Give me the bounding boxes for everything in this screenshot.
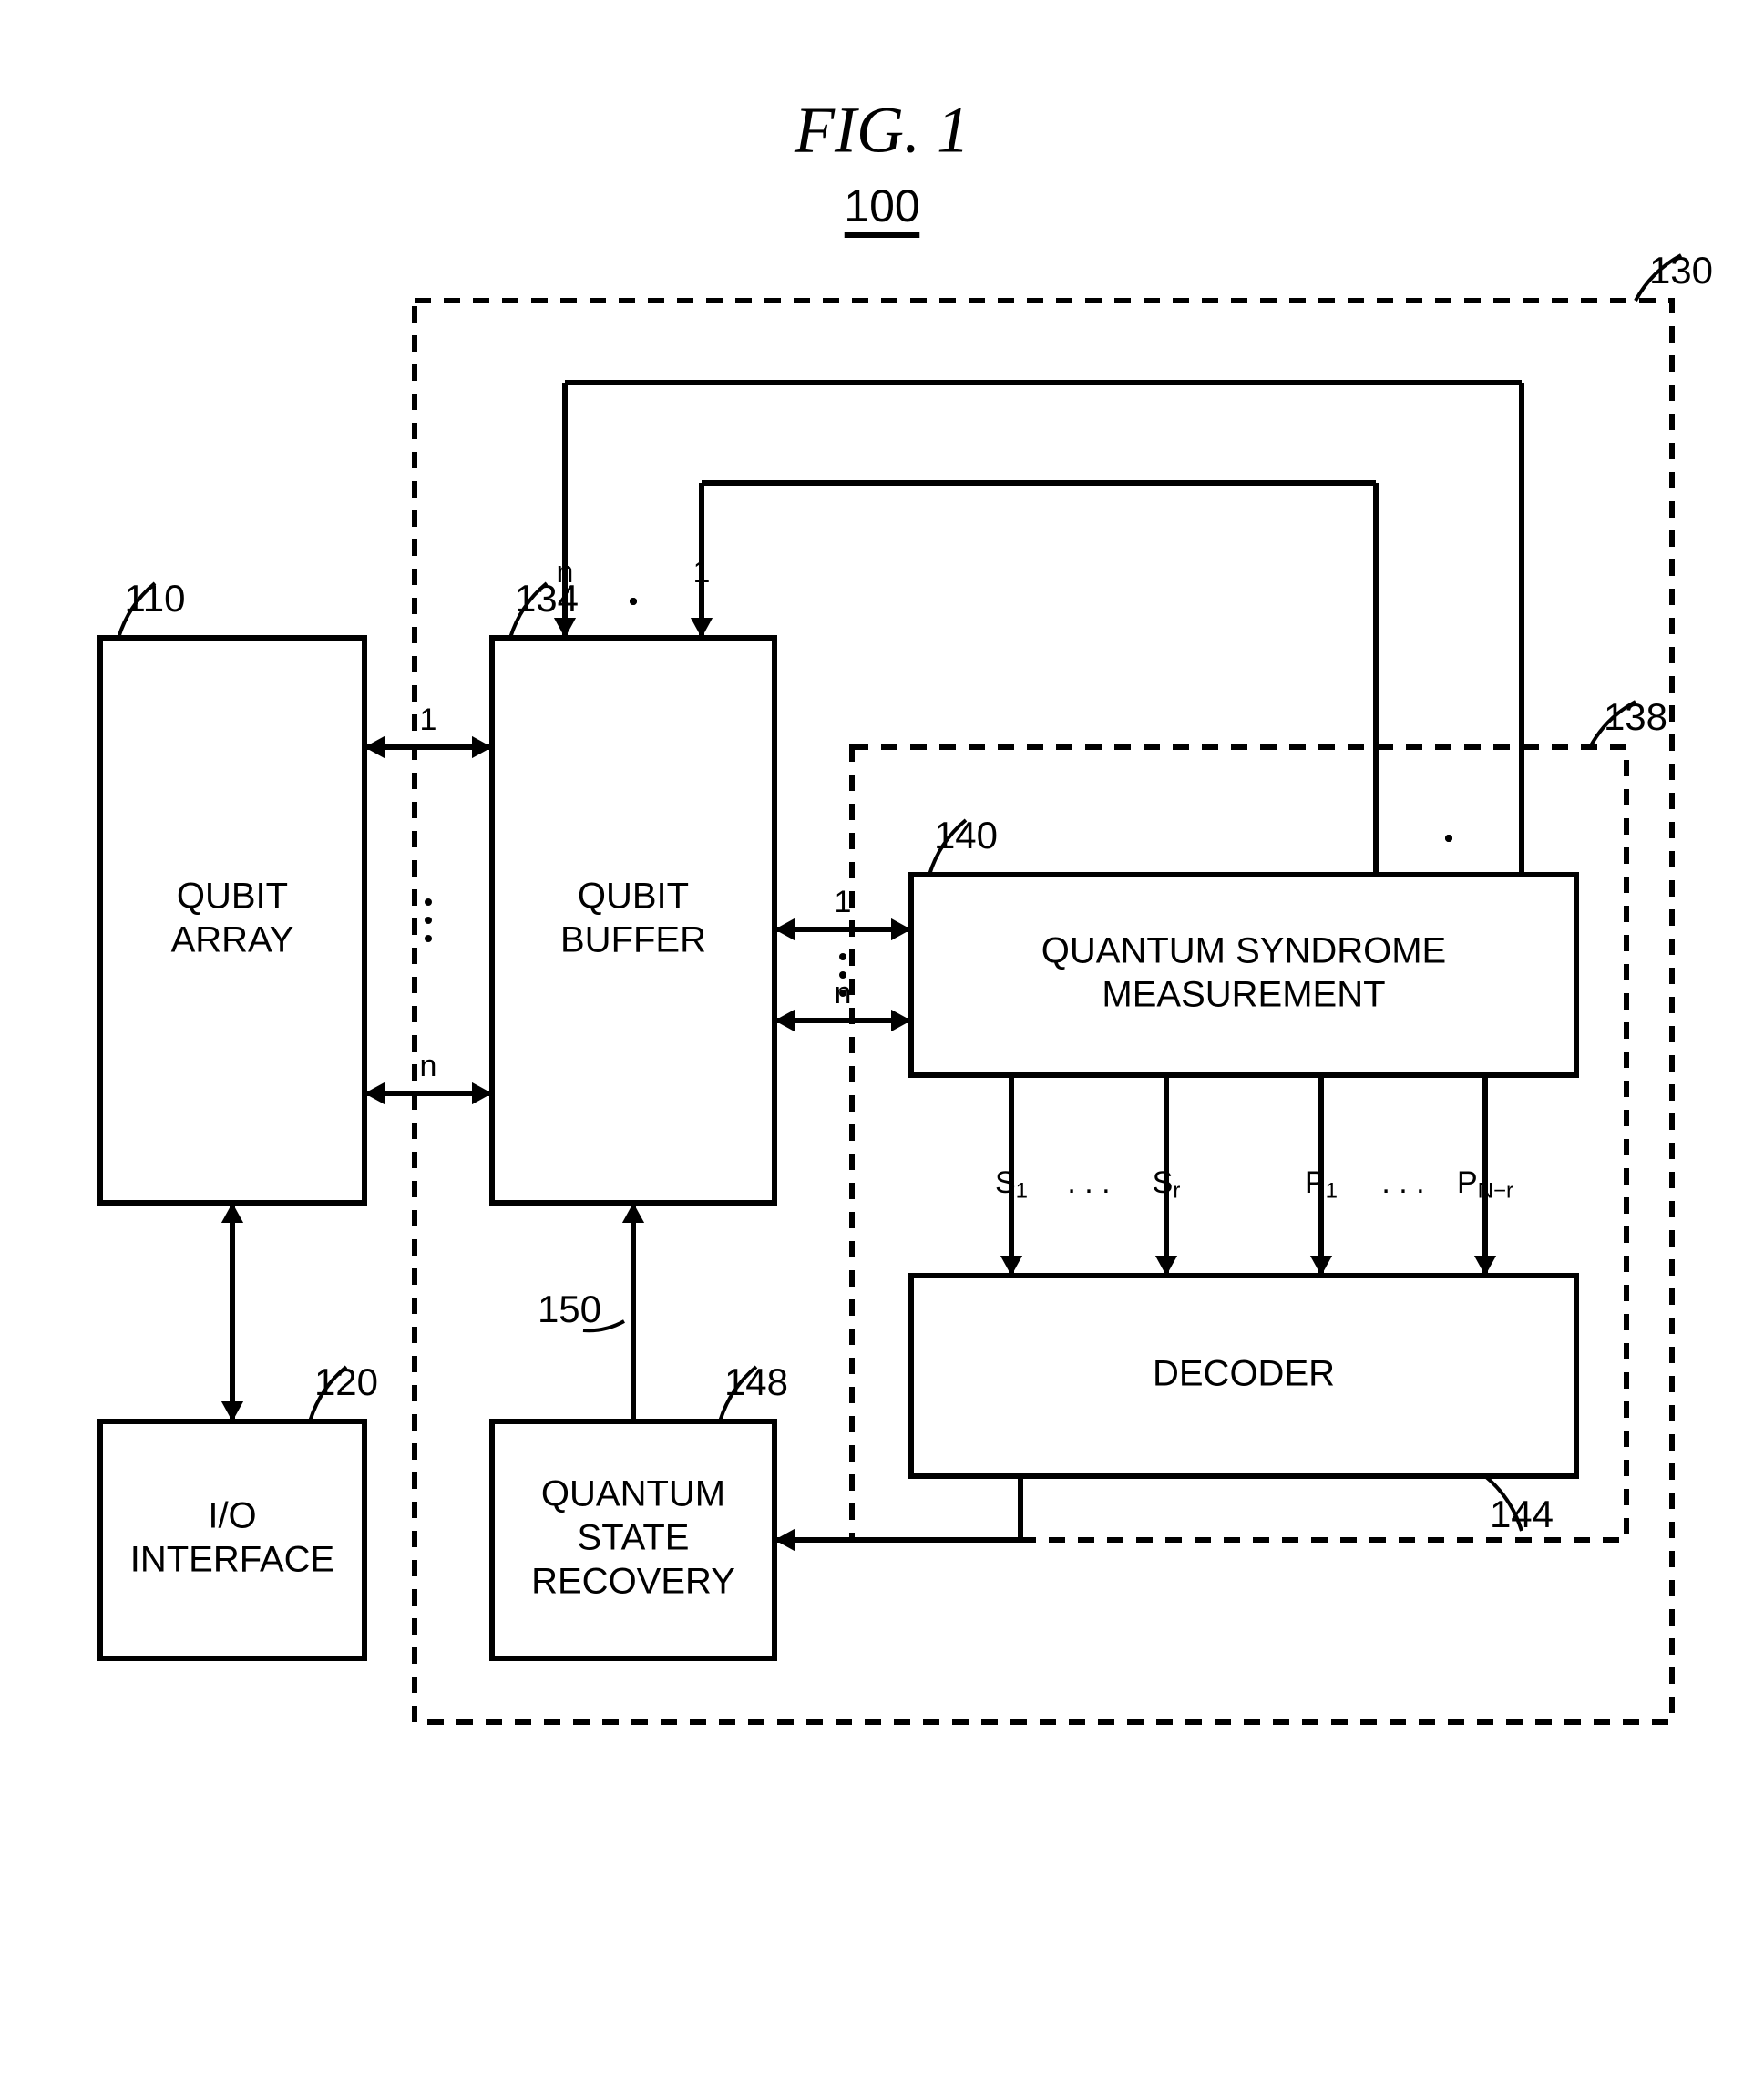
svg-text:STATE: STATE <box>578 1518 690 1558</box>
svg-text:n: n <box>420 1049 437 1083</box>
svg-text:100: 100 <box>844 180 919 231</box>
svg-text:. . .: . . . <box>1381 1165 1424 1200</box>
svg-text:FIG. 1: FIG. 1 <box>794 94 969 167</box>
svg-text:150: 150 <box>538 1288 601 1330</box>
svg-text:QUBIT: QUBIT <box>578 877 689 917</box>
svg-text:INTERFACE: INTERFACE <box>130 1540 334 1580</box>
svg-text:1: 1 <box>693 555 711 590</box>
svg-text:P1: P1 <box>1305 1165 1338 1204</box>
svg-text:RECOVERY: RECOVERY <box>531 1562 735 1602</box>
svg-text:. . .: . . . <box>1067 1165 1110 1200</box>
svg-text:BUFFER: BUFFER <box>560 920 706 960</box>
svg-text:S1: S1 <box>995 1165 1028 1204</box>
svg-text:MEASUREMENT: MEASUREMENT <box>1102 975 1385 1015</box>
svg-text:QUANTUM: QUANTUM <box>541 1474 725 1514</box>
svg-text:n: n <box>557 555 574 590</box>
svg-text:1: 1 <box>835 885 852 919</box>
svg-text:ARRAY: ARRAY <box>171 920 294 960</box>
svg-text:DECODER: DECODER <box>1153 1354 1335 1394</box>
svg-text:Sr: Sr <box>1153 1165 1181 1204</box>
svg-text:QUBIT: QUBIT <box>177 877 288 917</box>
svg-text:1: 1 <box>420 703 437 737</box>
svg-text:QUANTUM SYNDROME: QUANTUM SYNDROME <box>1041 931 1446 971</box>
svg-text:I/O: I/O <box>208 1496 256 1536</box>
